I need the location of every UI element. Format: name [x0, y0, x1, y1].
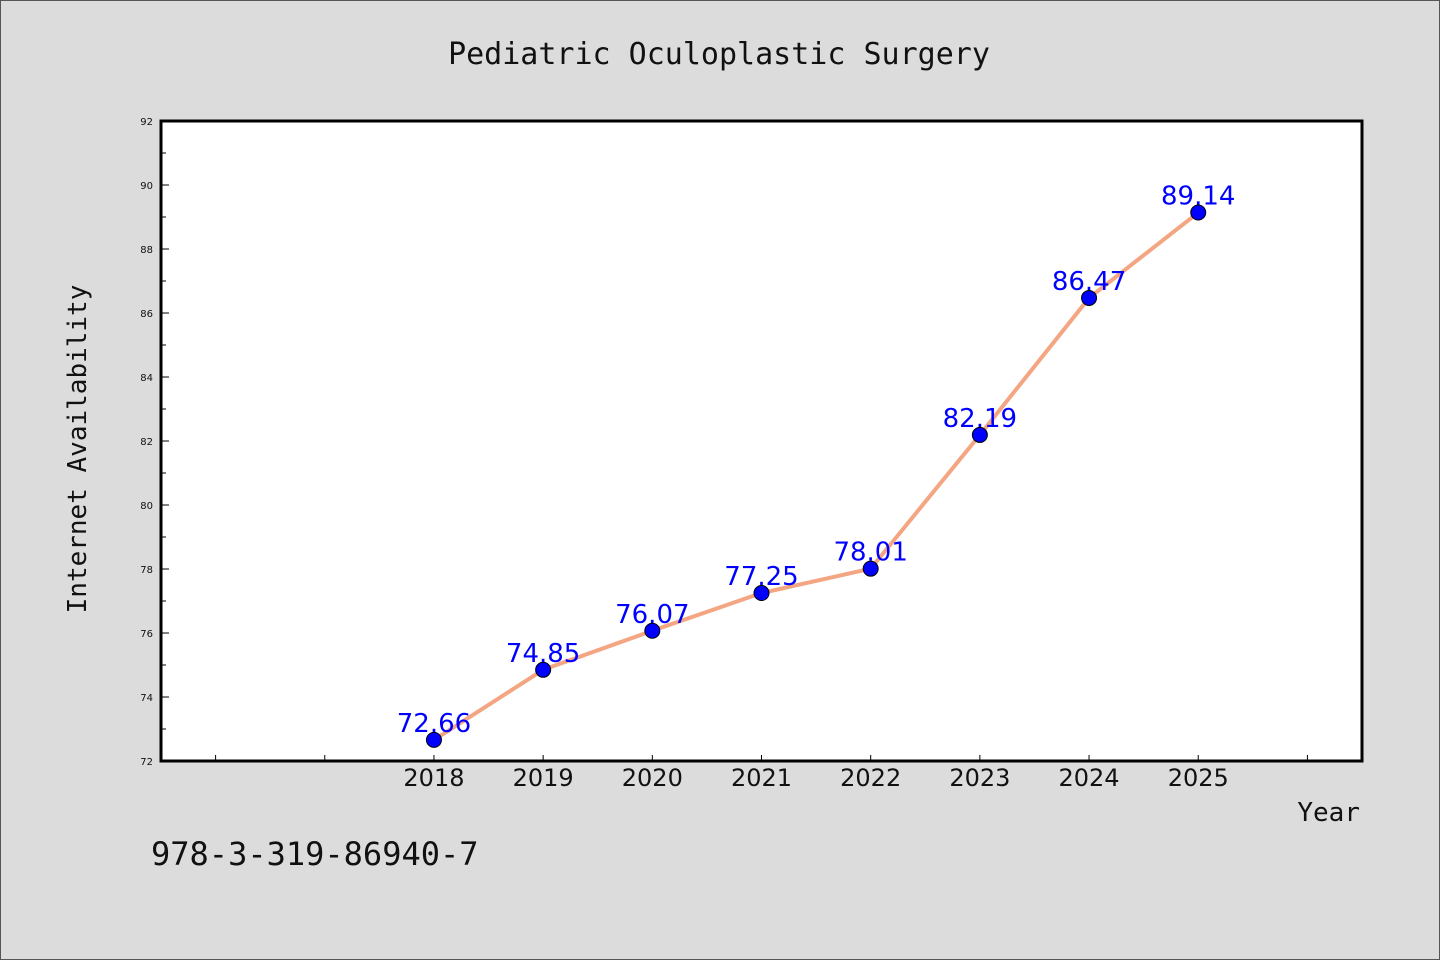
series-path	[432, 210, 1200, 742]
x-tick-label: 2024	[1059, 764, 1120, 792]
chart-title: Pediatric Oculoplastic Surgery	[448, 37, 990, 72]
data-point	[535, 661, 552, 678]
data-label: 86.47	[1052, 267, 1126, 297]
isbn-text: 978-3-319-86940-7	[151, 835, 479, 873]
x-tick-label: 2019	[513, 764, 574, 792]
y-tick-label: 88	[140, 245, 153, 256]
series-markers	[425, 204, 1207, 748]
y-tick-label: 84	[140, 373, 153, 384]
y-tick-label: 92	[140, 117, 153, 128]
x-axis-label: Year	[1297, 798, 1360, 828]
y-tick-label: 74	[140, 693, 153, 704]
data-labels: 72.66 74.85 76.07 77.25 78.01 82.19 86.47 89.14	[397, 182, 1236, 739]
x-tick-label: 2018	[403, 764, 464, 792]
data-label: 76.07	[615, 600, 689, 630]
data-point	[753, 585, 770, 601]
x-tick-label: 2021	[731, 764, 792, 792]
data-label: 74.85	[506, 639, 580, 669]
x-tick-label: 2025	[1168, 764, 1229, 792]
plot-area	[159, 119, 1364, 763]
y-tick-label: 78	[140, 565, 153, 576]
data-label: 78.01	[833, 538, 907, 568]
data-point	[1081, 289, 1098, 306]
x-tick-label: 2022	[840, 764, 901, 792]
data-point	[862, 560, 879, 577]
y-tick-label: 86	[140, 309, 153, 320]
data-point	[1190, 204, 1207, 221]
y-tick-label: 82	[140, 437, 153, 448]
y-tick-label: 90	[140, 181, 153, 192]
data-label: 82.19	[943, 404, 1017, 434]
y-tick-label: 72	[140, 757, 153, 768]
data-label: 77.25	[724, 562, 798, 592]
x-axis: 2018 2019 2020 2021 2022 2023 2024 2025	[215, 755, 1308, 792]
data-point	[644, 622, 661, 639]
y-tick-label: 76	[140, 629, 153, 640]
data-label: 89.14	[1161, 182, 1235, 212]
data-label: 72.66	[397, 709, 471, 739]
x-tick-label: 2020	[622, 764, 683, 792]
x-tick-label: 2023	[949, 764, 1010, 792]
y-axis-label: Internet Availability	[63, 285, 93, 614]
series-line	[432, 210, 1200, 742]
y-tick-label: 80	[140, 501, 153, 512]
data-point	[425, 731, 442, 748]
data-point	[971, 426, 988, 443]
y-axis: 72 74 76 78 80 82 84 86 88 90 92	[140, 117, 169, 768]
